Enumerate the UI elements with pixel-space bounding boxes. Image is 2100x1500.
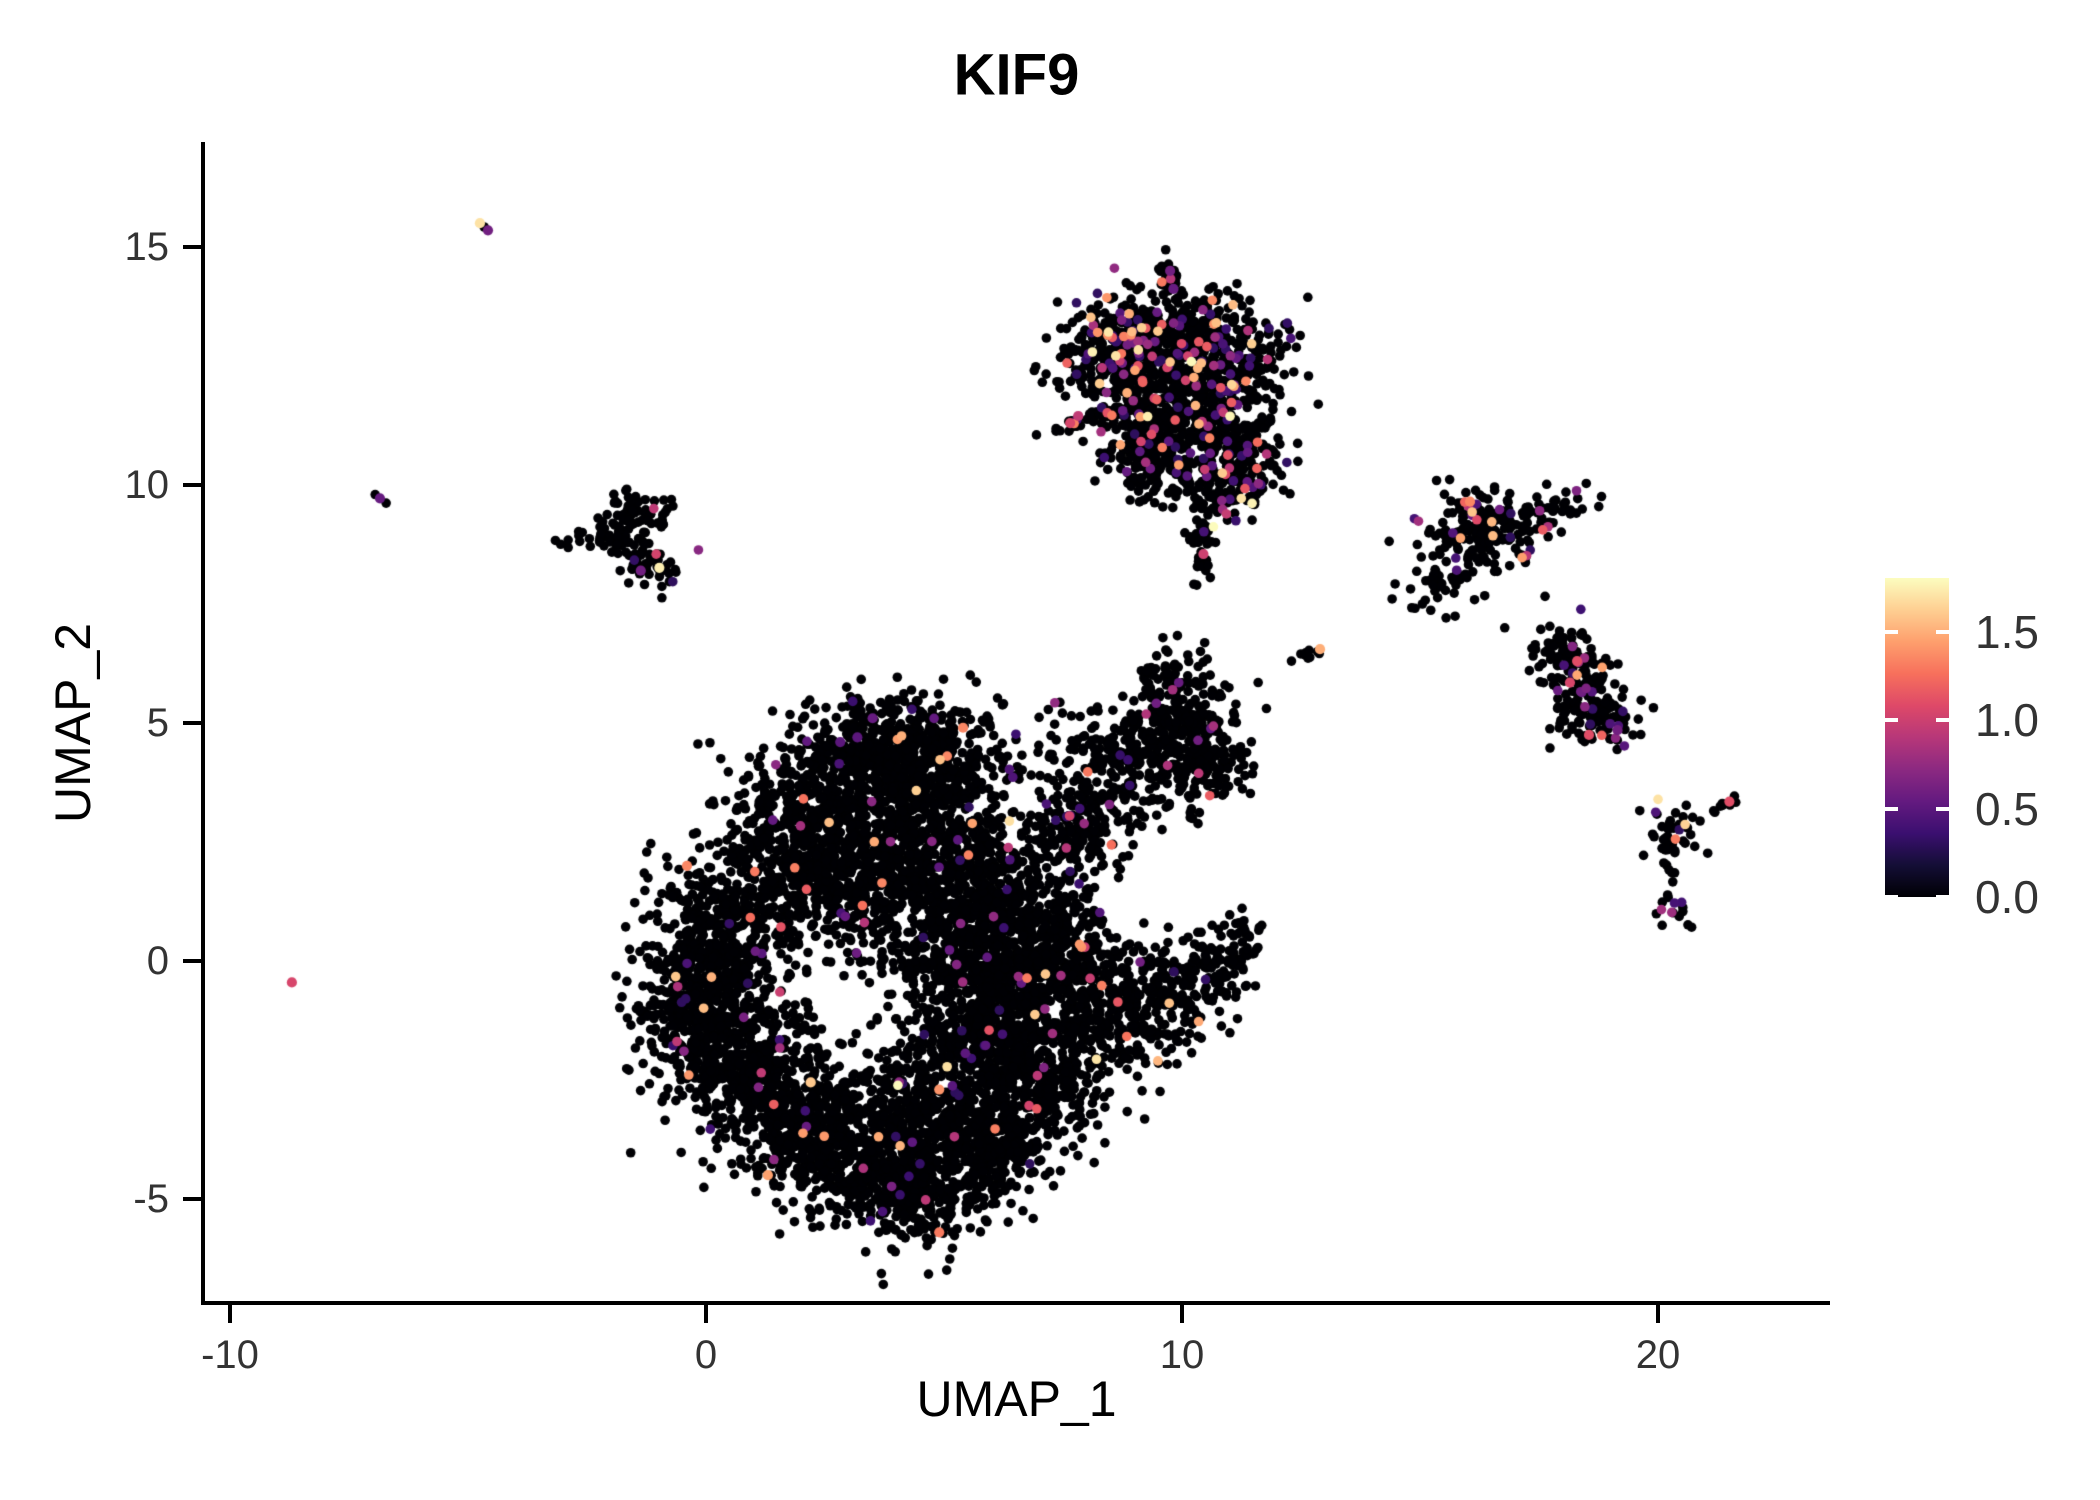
x-axis-line xyxy=(201,1301,1830,1305)
colorbar-tick-mark xyxy=(1885,895,1898,899)
colorbar-tick-mark xyxy=(1936,806,1949,811)
y-tick-label: 0 xyxy=(146,939,169,983)
colorbar-tick-label: 1.5 xyxy=(1975,605,2039,658)
colorbar-tick-mark xyxy=(1885,718,1898,723)
x-tick-mark xyxy=(228,1305,232,1323)
colorbar-tick-mark xyxy=(1936,718,1949,723)
colorbar-tick-mark xyxy=(1936,629,1949,634)
y-tick-mark xyxy=(183,959,201,963)
colorbar-tick-label: 1.0 xyxy=(1975,694,2039,747)
y-tick-label: 5 xyxy=(146,701,169,745)
y-tick-label: -5 xyxy=(133,1177,169,1221)
colorbar-tick-label: 0.0 xyxy=(1975,871,2039,923)
colorbar-tick-label: 0.5 xyxy=(1975,782,2039,835)
y-axis-line xyxy=(201,142,205,1305)
x-tick-label: 10 xyxy=(1159,1333,1205,1377)
x-tick-label: 0 xyxy=(694,1333,718,1377)
colorbar-tick-mark xyxy=(1885,629,1898,634)
x-tick-mark xyxy=(1656,1305,1660,1323)
colorbar-tick-mark xyxy=(1885,806,1898,811)
x-axis-title: UMAP_1 xyxy=(916,1371,1117,1427)
x-tick-mark xyxy=(1180,1305,1184,1323)
y-tick-label: 10 xyxy=(124,463,170,507)
y-tick-mark xyxy=(183,245,201,249)
y-tick-mark xyxy=(183,1197,201,1201)
chart-title: KIF9 xyxy=(953,42,1080,108)
colorbar-tick-mark xyxy=(1936,895,1949,899)
y-axis-title: UMAP_2 xyxy=(45,622,101,823)
y-tick-mark xyxy=(183,721,201,725)
y-tick-mark xyxy=(183,483,201,487)
x-tick-label: -10 xyxy=(201,1333,259,1377)
x-tick-label: 20 xyxy=(1635,1333,1681,1377)
y-tick-label: 15 xyxy=(124,225,170,269)
x-tick-mark xyxy=(704,1305,708,1323)
expression-colorbar xyxy=(1885,578,1949,897)
